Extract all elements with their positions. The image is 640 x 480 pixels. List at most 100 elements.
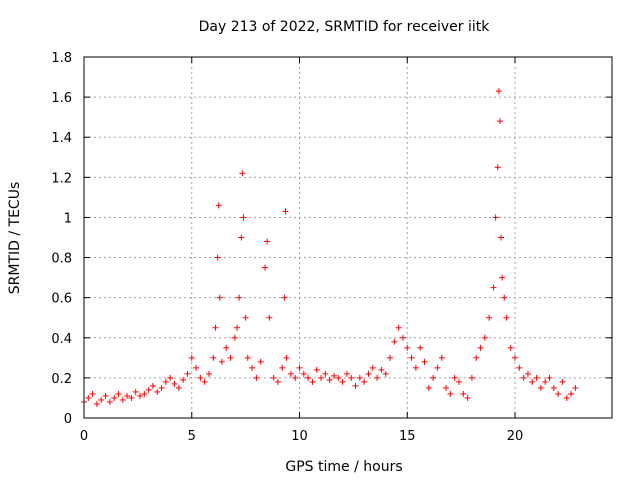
data-point	[529, 378, 536, 385]
data-point	[369, 364, 376, 371]
data-point	[212, 324, 219, 331]
y-tick-label: 0	[64, 412, 72, 427]
data-point	[501, 294, 508, 301]
data-point	[468, 374, 475, 381]
data-point	[425, 384, 432, 391]
grid-lines	[84, 57, 612, 418]
y-tick-label: 0.8	[51, 252, 72, 267]
y-tick-label: 0.6	[51, 292, 72, 307]
data-point	[495, 88, 502, 95]
data-point	[210, 354, 217, 361]
x-tick-label: 0	[80, 429, 88, 444]
data-point	[137, 392, 144, 399]
data-point	[282, 208, 289, 215]
data-point	[158, 384, 165, 391]
data-point	[102, 392, 109, 399]
data-point	[391, 338, 398, 345]
data-point	[451, 374, 458, 381]
data-point	[262, 264, 269, 271]
data-point	[374, 374, 381, 381]
data-point	[141, 390, 148, 397]
data-point	[464, 394, 471, 401]
data-point	[387, 354, 394, 361]
data-point	[313, 366, 320, 373]
data-point	[283, 354, 290, 361]
x-tick-label: 10	[291, 429, 308, 444]
data-point	[335, 374, 342, 381]
data-point	[490, 284, 497, 291]
data-point	[193, 364, 200, 371]
data-point	[287, 370, 294, 377]
data-point	[145, 386, 152, 393]
data-point	[447, 390, 454, 397]
data-point	[477, 344, 484, 351]
data-point	[496, 118, 503, 125]
data-point	[434, 364, 441, 371]
data-point	[253, 374, 260, 381]
data-point	[481, 334, 488, 341]
data-point	[326, 376, 333, 383]
x-axis-label: GPS time / hours	[285, 459, 402, 475]
data-point	[162, 378, 169, 385]
data-point	[365, 370, 372, 377]
data-point	[563, 394, 570, 401]
data-point	[492, 214, 499, 221]
data-point	[244, 354, 251, 361]
data-point	[239, 170, 246, 177]
data-point	[184, 370, 191, 377]
data-point	[546, 374, 553, 381]
data-point	[236, 294, 243, 301]
y-axis-ticks: 0 0.2 0.4 0.6 0.8 1 1.2 1.4 1.6 1.8	[51, 51, 612, 427]
data-point	[238, 234, 245, 241]
data-point	[167, 374, 174, 381]
y-tick-label: 0.2	[51, 372, 72, 387]
data-point	[300, 370, 307, 377]
data-point	[322, 370, 329, 377]
data-point	[93, 400, 100, 407]
data-point	[242, 314, 249, 321]
data-point	[516, 364, 523, 371]
data-point	[430, 374, 437, 381]
data-point	[264, 238, 271, 245]
data-point	[378, 366, 385, 373]
data-point	[438, 354, 445, 361]
data-point	[223, 344, 230, 351]
data-point	[499, 274, 506, 281]
data-point	[533, 374, 540, 381]
data-point	[111, 394, 118, 401]
data-point	[421, 358, 428, 365]
data-point	[279, 364, 286, 371]
data-point	[180, 376, 187, 383]
data-point	[572, 384, 579, 391]
y-tick-label: 0.4	[51, 332, 72, 347]
data-point	[339, 378, 346, 385]
data-point	[106, 398, 113, 405]
plot-frame	[83, 56, 613, 419]
data-point	[128, 394, 135, 401]
x-tick-label: 20	[507, 429, 524, 444]
data-point	[188, 354, 195, 361]
y-axis-label: SRMTID / TECUs	[7, 182, 23, 295]
data-point	[89, 390, 96, 397]
data-point	[132, 388, 139, 395]
data-point	[399, 334, 406, 341]
data-point	[348, 374, 355, 381]
data-point	[550, 384, 557, 391]
data-point	[214, 254, 221, 261]
data-point	[512, 354, 519, 361]
y-tick-label: 1.4	[51, 131, 72, 146]
y-tick-label: 1.2	[51, 171, 72, 186]
data-point	[361, 378, 368, 385]
data-point	[486, 314, 493, 321]
data-point	[412, 364, 419, 371]
data-point	[201, 378, 208, 385]
data-point	[149, 382, 156, 389]
data-point	[494, 164, 501, 171]
data-point	[98, 396, 105, 403]
data-point	[257, 358, 264, 365]
data-points	[81, 88, 579, 407]
data-point	[443, 384, 450, 391]
data-point	[205, 370, 212, 377]
data-point	[227, 354, 234, 361]
